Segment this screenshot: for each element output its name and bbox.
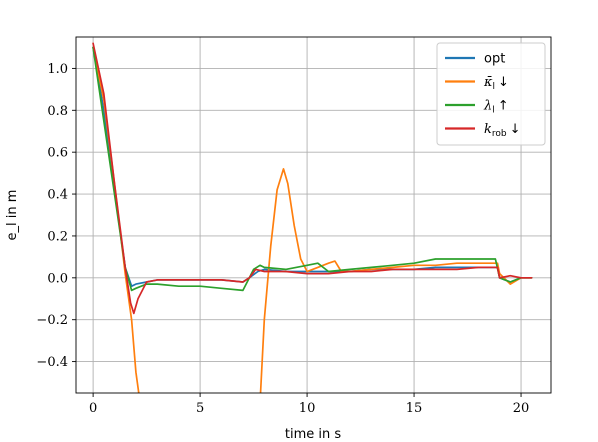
y-tick-label: 0.4 — [47, 188, 68, 203]
plot-frame — [75, 36, 552, 394]
legend-entry-4: krob ↓ — [484, 122, 521, 139]
legend-box — [436, 42, 546, 146]
legend-entry-1: opt — [484, 52, 505, 67]
x-tick-label: 5 — [196, 401, 204, 416]
y-tick-label: 0.0 — [47, 271, 68, 286]
legend-entry-3: λl ↑ — [483, 99, 509, 116]
y-axis-label: e_l in m — [5, 190, 20, 241]
series-line-3 — [92, 46, 533, 292]
legend: opt κ̄l ↓ λl ↑ krob ↓ — [436, 42, 546, 146]
x-tick-label: 20 — [513, 401, 530, 416]
axis-ticks: 0 5 10 15 20 −0.4 −0.2 0.0 0.2 0.4 0.6 0.8 1.0 — [36, 62, 529, 416]
y-tick-label: 0.8 — [47, 104, 68, 119]
x-axis-label: time in s — [285, 427, 341, 442]
x-tick-label: 10 — [299, 401, 316, 416]
y-tick-label: 1.0 — [47, 62, 68, 77]
x-tick-label: 0 — [89, 401, 97, 416]
series-line-4 — [92, 42, 533, 315]
y-tick-label: −0.4 — [36, 355, 68, 370]
y-tick-label: 0.6 — [47, 146, 68, 161]
y-tick-label: 0.2 — [47, 229, 68, 244]
legend-entry-2: κ̄l ↓ — [483, 75, 509, 92]
x-tick-label: 15 — [406, 401, 423, 416]
series-lines — [92, 42, 533, 393]
series-line-2 — [92, 46, 533, 393]
y-tick-label: −0.2 — [36, 313, 68, 328]
